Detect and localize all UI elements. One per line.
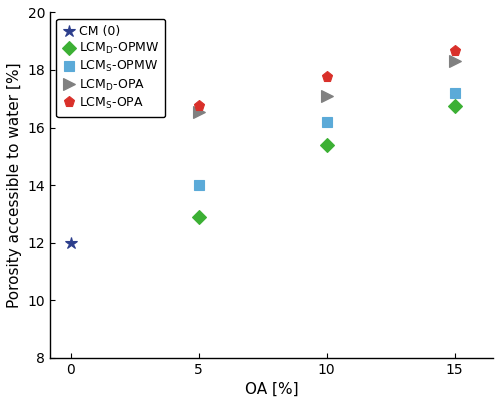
LCM$_\mathrm{D}$-OPMW <box>452 103 458 108</box>
LCM$_\mathrm{S}$-OPA <box>196 103 202 108</box>
X-axis label: OA [%]: OA [%] <box>245 382 298 397</box>
Legend: CM (0), LCM$_\mathrm{D}$-OPMW, LCM$_\mathrm{S}$-OPMW, LCM$_\mathrm{D}$-OPA, LCM$: CM (0), LCM$_\mathrm{D}$-OPMW, LCM$_\mat… <box>56 19 166 117</box>
LCM$_\mathrm{D}$-OPA <box>324 93 330 98</box>
LCM$_\mathrm{S}$-OPA <box>324 75 330 80</box>
LCM$_\mathrm{S}$-OPA <box>68 99 73 104</box>
Y-axis label: Porosity accessible to water [%]: Porosity accessible to water [%] <box>7 62 22 308</box>
LCM$_\mathrm{D}$-OPMW <box>324 142 330 147</box>
LCM$_\mathrm{S}$-OPMW <box>196 183 202 187</box>
Line: LCM$_\mathrm{S}$-OPMW: LCM$_\mathrm{S}$-OPMW <box>194 88 460 190</box>
LCM$_\mathrm{S}$-OPMW <box>324 119 330 124</box>
LCM$_\mathrm{S}$-OPMW <box>452 90 458 95</box>
Line: LCM$_\mathrm{S}$-OPA: LCM$_\mathrm{S}$-OPA <box>65 46 460 112</box>
LCM$_\mathrm{D}$-OPMW <box>196 214 202 219</box>
Line: LCM$_\mathrm{D}$-OPA: LCM$_\mathrm{D}$-OPA <box>65 56 460 117</box>
LCM$_\mathrm{D}$-OPA <box>196 109 202 114</box>
LCM$_\mathrm{D}$-OPA <box>68 103 73 108</box>
Line: LCM$_\mathrm{D}$-OPMW: LCM$_\mathrm{D}$-OPMW <box>194 101 460 221</box>
LCM$_\mathrm{D}$-OPA <box>452 59 458 64</box>
LCM$_\mathrm{S}$-OPA <box>452 49 458 54</box>
